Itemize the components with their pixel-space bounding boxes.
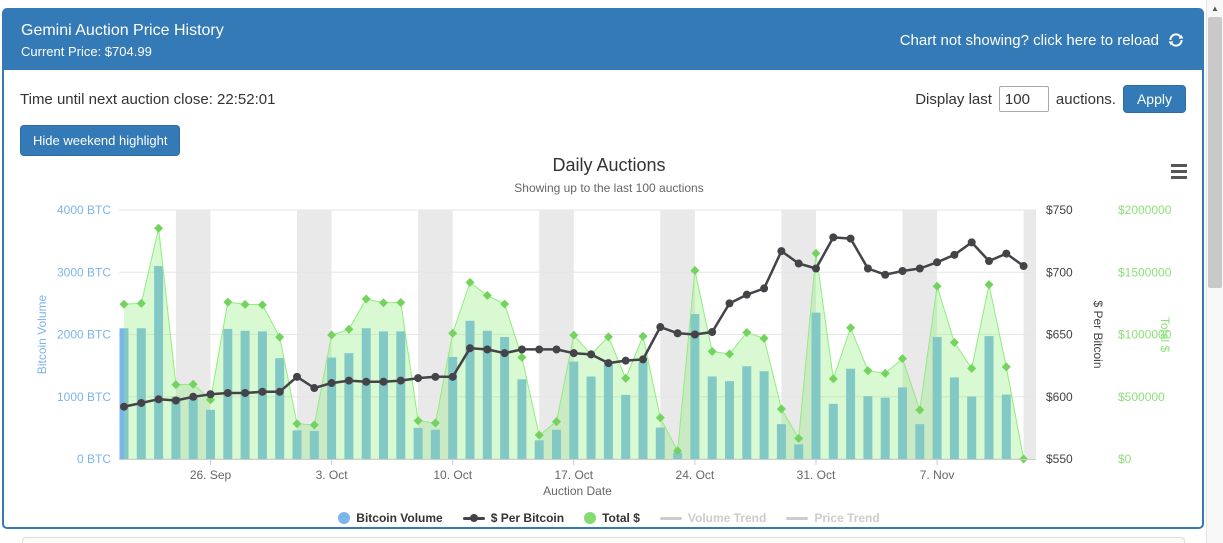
chart-title: Daily Auctions (552, 155, 666, 175)
auction-panel: Gemini Auction Price History Current Pri… (2, 8, 1204, 529)
refresh-icon[interactable] (1167, 31, 1185, 49)
current-price: Current Price: $704.99 (21, 43, 152, 59)
volume-marker-icon (338, 512, 351, 524)
svg-text:3000 BTC: 3000 BTC (57, 265, 111, 279)
svg-text:$1000000: $1000000 (1118, 328, 1172, 342)
hide-weekend-button[interactable]: Hide weekend highlight (20, 125, 181, 156)
price-marker-icon (462, 514, 485, 522)
volume-trend-marker-icon (659, 516, 682, 520)
auction-count-input[interactable] (998, 86, 1049, 112)
svg-text:$500000: $500000 (1118, 390, 1165, 404)
toolbar-row: Time until next auction close: 22:52:01 … (4, 70, 1202, 113)
legend-label: Volume Trend (687, 511, 767, 525)
chart-legend: Bitcoin Volume $ Per Bitcoin Total $ Vol… (24, 511, 1194, 525)
scrollbar-up-icon[interactable]: ▲ (1211, 3, 1219, 13)
legend-item-volume-trend[interactable]: Volume Trend (659, 511, 767, 525)
svg-text:Bitcoin Volume: Bitcoin Volume (35, 294, 49, 374)
next-panel-edge (22, 537, 1185, 543)
price-trend-marker-icon (786, 516, 809, 520)
panel-header: Gemini Auction Price History Current Pri… (4, 10, 1202, 70)
svg-text:24. Oct: 24. Oct (676, 468, 715, 482)
chart-subtitle: Showing up to the last 100 auctions (514, 181, 704, 195)
page-title: Gemini Auction Price History (21, 22, 224, 40)
scrollbar-thumb[interactable] (1208, 17, 1222, 288)
svg-text:$0: $0 (1118, 452, 1132, 466)
chart-plot: 26. Sep 3. Oct 10. Oct 17. Oct 24. Oct 31. Oc… (35, 205, 1172, 498)
legend-label: Total $ (602, 511, 640, 525)
display-controls: Display last auctions. Apply (915, 85, 1186, 113)
svg-text:2000 BTC: 2000 BTC (57, 328, 111, 342)
svg-text:26. Sep: 26. Sep (190, 468, 232, 482)
page-scrollbar[interactable]: ▲ (1206, 0, 1223, 543)
auctions-label: auctions. (1055, 90, 1116, 108)
svg-text:$700: $700 (1046, 265, 1073, 279)
reload-text[interactable]: Chart not showing? click here to reload (899, 31, 1159, 49)
reload-link[interactable]: Chart not showing? click here to reload (900, 31, 1185, 49)
svg-text:$1500000: $1500000 (1118, 265, 1172, 279)
legend-item-total[interactable]: Total $ (584, 511, 640, 525)
legend-item-bitcoin-volume[interactable]: Bitcoin Volume (338, 511, 443, 525)
svg-text:$650: $650 (1046, 328, 1073, 342)
svg-text:Total $: Total $ (1158, 317, 1172, 353)
svg-text:$ Per Bitcoin: $ Per Bitcoin (1091, 300, 1105, 368)
auction-countdown: Time until next auction close: 22:52:01 (20, 90, 276, 108)
svg-text:$600: $600 (1046, 390, 1073, 404)
hamburger-menu-icon[interactable] (1171, 164, 1187, 182)
svg-text:7. Nov: 7. Nov (920, 468, 955, 482)
svg-text:$750: $750 (1046, 205, 1073, 217)
svg-text:31. Oct: 31. Oct (797, 468, 836, 482)
svg-text:1000 BTC: 1000 BTC (57, 390, 111, 404)
legend-item-price[interactable]: $ Per Bitcoin (462, 511, 565, 525)
svg-text:Auction Date: Auction Date (543, 484, 612, 498)
svg-text:$550: $550 (1046, 452, 1073, 466)
apply-button[interactable]: Apply (1122, 85, 1186, 113)
svg-text:3. Oct: 3. Oct (316, 468, 349, 482)
legend-item-price-trend[interactable]: Price Trend (786, 511, 880, 525)
legend-label: Bitcoin Volume (356, 511, 443, 525)
total-marker-icon (584, 512, 597, 524)
legend-label: Price Trend (814, 511, 880, 525)
chart-container: Daily Auctions Showing up to the last 10… (24, 155, 1194, 537)
svg-text:4000 BTC: 4000 BTC (57, 205, 111, 217)
legend-label: $ Per Bitcoin (490, 511, 565, 525)
display-last-label: Display last (915, 90, 992, 108)
header-titles: Gemini Auction Price History Current Pri… (21, 19, 224, 60)
svg-text:0 BTC: 0 BTC (77, 452, 111, 466)
svg-text:$2000000: $2000000 (1118, 205, 1172, 217)
svg-text:10. Oct: 10. Oct (433, 468, 472, 482)
svg-text:17. Oct: 17. Oct (554, 468, 593, 482)
